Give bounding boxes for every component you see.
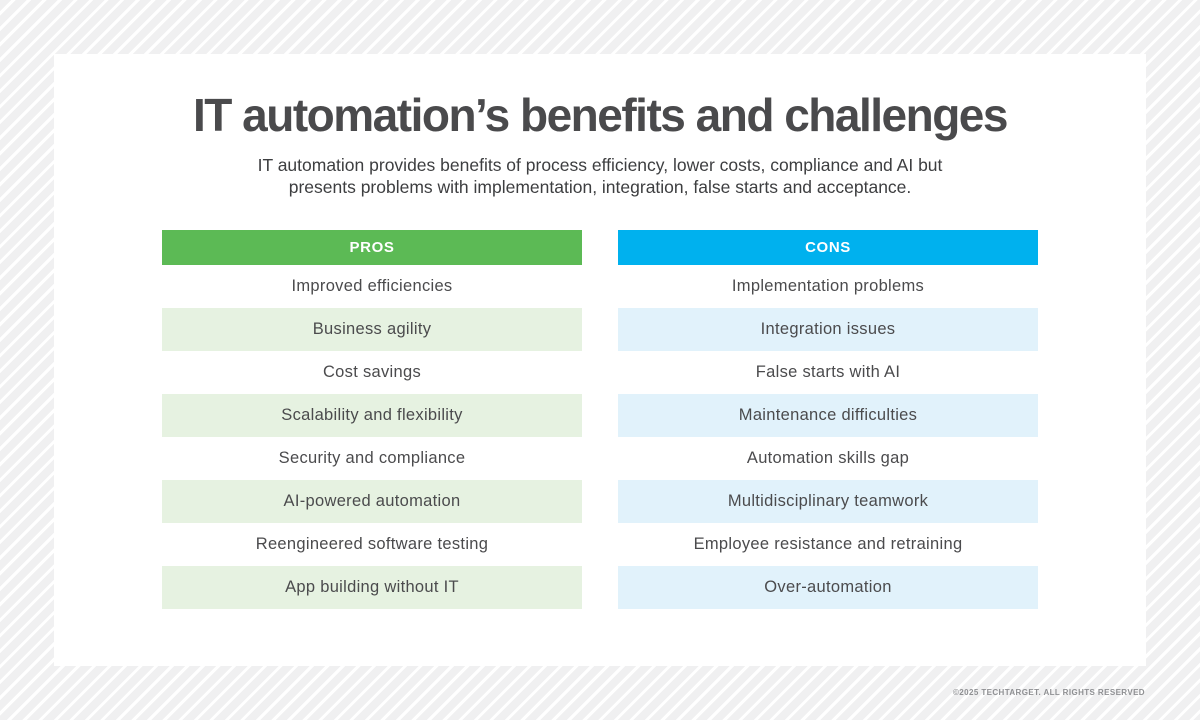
cons-column: CONS Implementation problems Integration… [618,230,1038,609]
pros-row: Improved efficiencies [162,265,582,308]
pros-row: Business agility [162,308,582,351]
cons-row: Over-automation [618,566,1038,609]
cons-row: Implementation problems [618,265,1038,308]
cons-row: Employee resistance and retraining [618,523,1038,566]
pros-row: Scalability and flexibility [162,394,582,437]
pros-row: AI-powered automation [162,480,582,523]
cons-row: Integration issues [618,308,1038,351]
pros-row: Reengineered software testing [162,523,582,566]
pros-row: Cost savings [162,351,582,394]
cons-row: Automation skills gap [618,437,1038,480]
page-subtitle: IT automation provides benefits of proce… [54,154,1146,198]
pros-column: PROS Improved efficiencies Business agil… [162,230,582,609]
pros-header: PROS [162,230,582,265]
copyright-notice: ©2025 TECHTARGET. ALL RIGHTS RESERVED [953,688,1145,697]
cons-row: Multidisciplinary teamwork [618,480,1038,523]
subtitle-line-2: presents problems with implementation, i… [288,177,912,197]
infographic-card: IT automation’s benefits and challenges … [54,54,1146,666]
page-title: IT automation’s benefits and challenges [193,89,1008,141]
pros-row: App building without IT [162,566,582,609]
pros-row: Security and compliance [162,437,582,480]
cons-row: False starts with AI [618,351,1038,394]
subtitle-line-1: IT automation provides benefits of proce… [257,155,943,175]
cons-header: CONS [618,230,1038,265]
cons-row: Maintenance difficulties [618,394,1038,437]
